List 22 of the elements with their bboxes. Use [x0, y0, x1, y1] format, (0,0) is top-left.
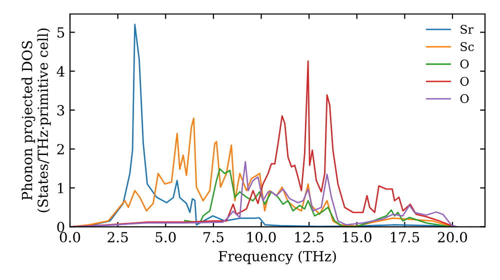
legend-label: O [460, 76, 469, 86]
legend-label: O [460, 94, 469, 104]
legend-label: Sr [460, 24, 474, 34]
x-tick-label: 5.0 [156, 232, 176, 242]
x-tick-label: 0.0 [60, 232, 80, 242]
y-tick-label: 1 [58, 182, 64, 194]
x-tick-label: 20.0 [438, 232, 468, 242]
x-tick-label: 2.5 [108, 232, 128, 242]
y-axis-title: Phonon projected DOS (States/THz·primitive cell) [22, 28, 51, 212]
x-axis-title: Frequency (THz) [218, 250, 336, 264]
x-tick-label: 12.5 [295, 232, 324, 242]
y-tick-label: 5 [57, 27, 64, 38]
x-tick-label: 10.0 [247, 232, 276, 242]
y-tick-label: 3 [57, 105, 64, 116]
y-tick-label: 4 [56, 66, 64, 76]
x-tick-label: 17.5 [390, 232, 420, 242]
legend-label: O [460, 59, 469, 68]
x-tick-label: 7.5 [204, 232, 224, 242]
y-tick-label: 0 [57, 222, 64, 232]
legend-label: Sc [460, 42, 474, 52]
y-tick-label: 2 [57, 144, 64, 154]
x-tick-label: 15.0 [343, 232, 372, 242]
